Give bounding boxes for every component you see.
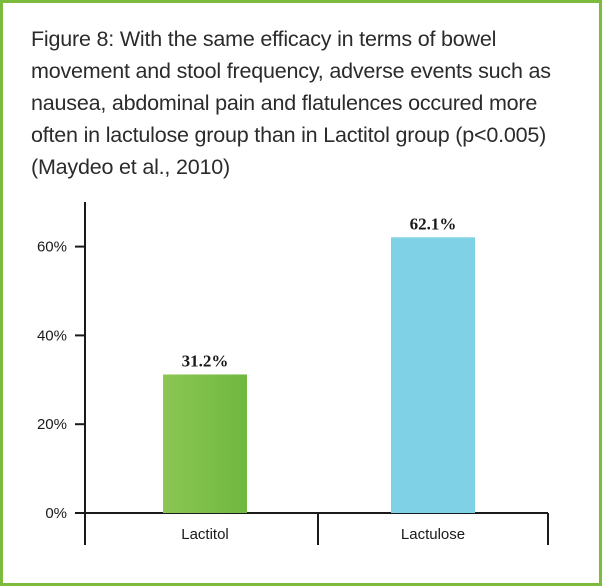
y-tick-label: 20% xyxy=(37,416,67,433)
category-label-lactitol: Lactitol xyxy=(181,526,229,543)
y-tick-label: 60% xyxy=(37,239,67,256)
data-label-lactulose: 62.1% xyxy=(410,214,457,233)
chart-labels: 31.2% Lactitol 62.1% Lactulose xyxy=(181,214,465,543)
y-tick-label: 0% xyxy=(45,505,67,522)
chart-bars xyxy=(163,237,475,513)
bar-lactitol xyxy=(163,374,247,513)
category-label-lactulose: Lactulose xyxy=(401,526,465,543)
y-tick-label: 40% xyxy=(37,327,67,344)
data-label-lactitol: 31.2% xyxy=(182,351,229,370)
figure-caption: Figure 8: With the same efficacy in term… xyxy=(31,27,551,179)
bar-lactulose xyxy=(391,237,475,513)
